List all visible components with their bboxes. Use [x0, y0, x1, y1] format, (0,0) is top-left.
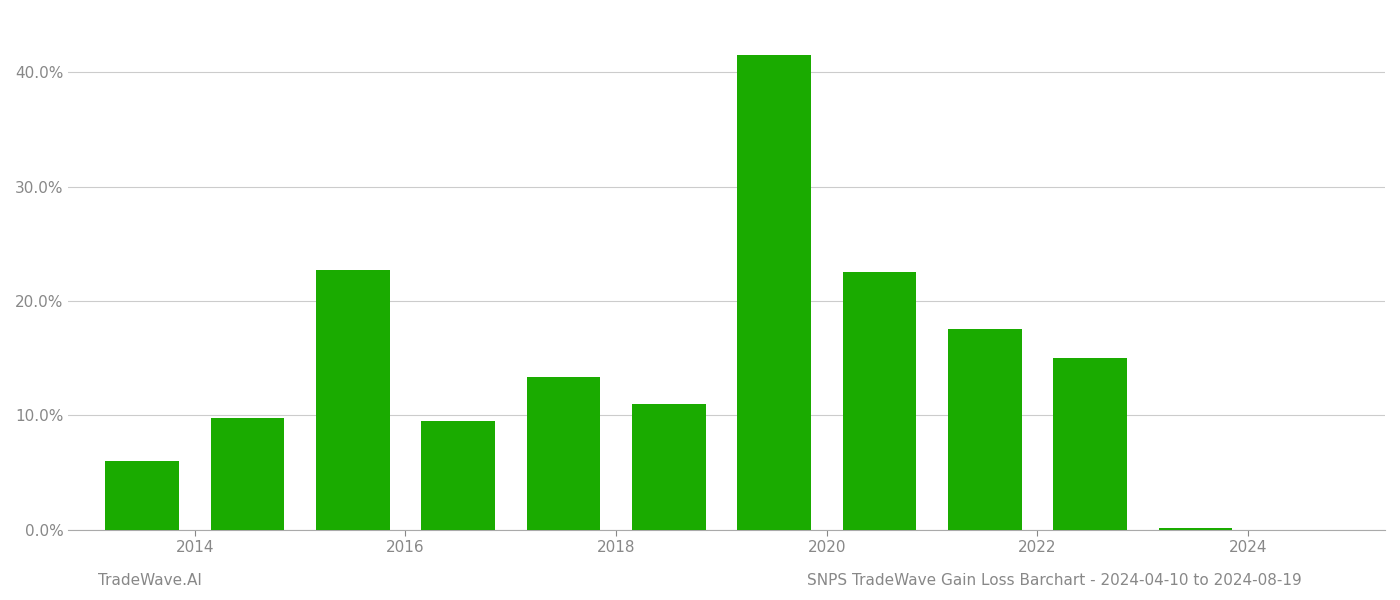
- Bar: [1159, 529, 1232, 530]
- Bar: [948, 329, 1022, 530]
- Bar: [316, 270, 389, 530]
- Text: SNPS TradeWave Gain Loss Barchart - 2024-04-10 to 2024-08-19: SNPS TradeWave Gain Loss Barchart - 2024…: [808, 573, 1302, 588]
- Bar: [843, 272, 916, 530]
- Bar: [210, 418, 284, 530]
- Bar: [738, 55, 811, 530]
- Bar: [631, 404, 706, 530]
- Bar: [526, 377, 601, 530]
- Text: TradeWave.AI: TradeWave.AI: [98, 573, 202, 588]
- Bar: [1053, 358, 1127, 530]
- Bar: [105, 461, 179, 530]
- Bar: [421, 421, 496, 530]
